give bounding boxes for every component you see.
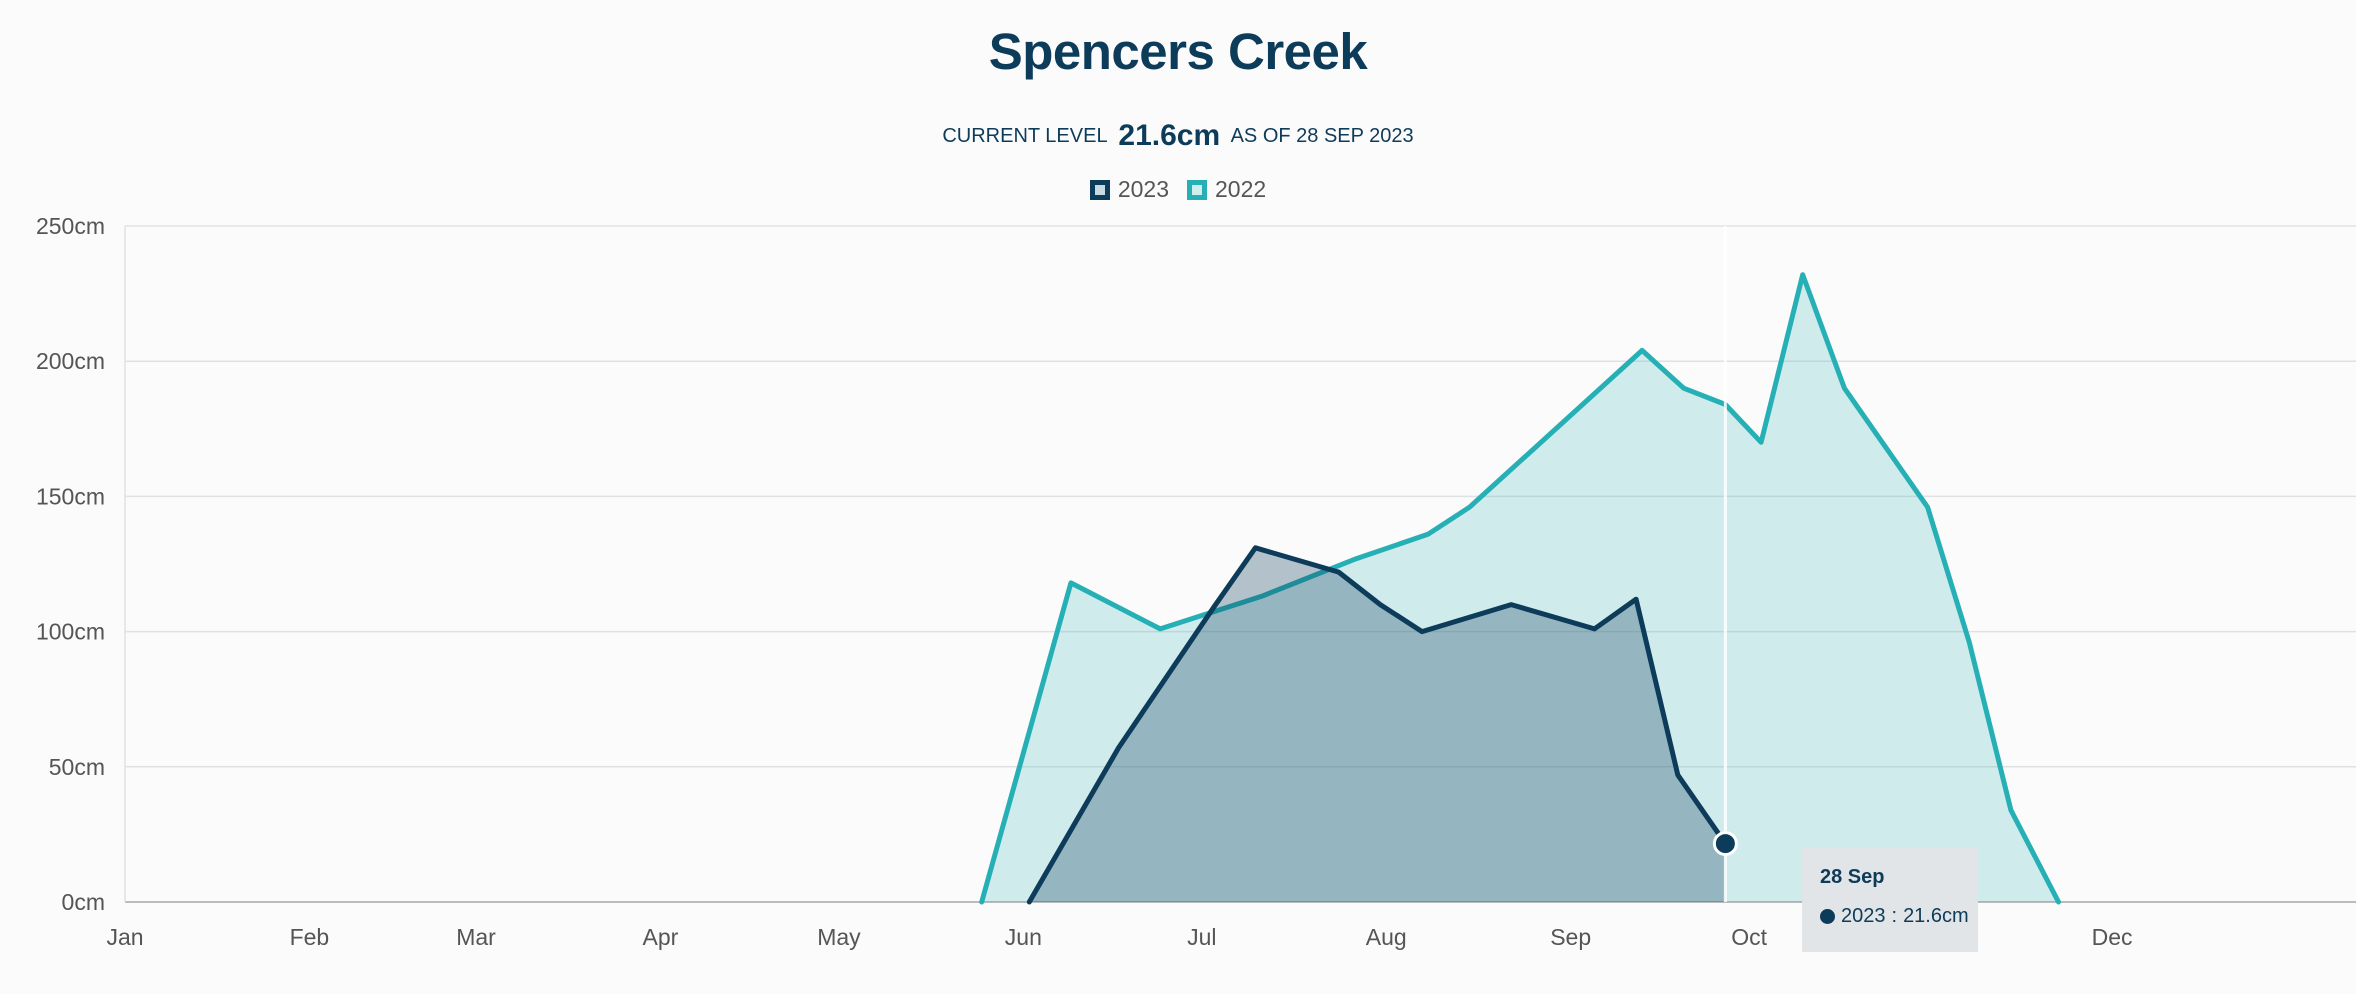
x-tick-label: Jan: [106, 924, 143, 950]
x-tick-label: Apr: [643, 924, 679, 950]
tooltip-value: 21.6cm: [1903, 905, 1969, 927]
legend-item-2023[interactable]: 2023: [1089, 176, 1169, 203]
highlight-point: [1712, 831, 1738, 857]
y-tick-label: 250cm: [36, 213, 105, 239]
y-tick-label: 150cm: [36, 483, 105, 509]
x-tick-label: Jun: [1005, 924, 1042, 950]
y-tick-label: 50cm: [49, 754, 105, 780]
y-tick-label: 0cm: [62, 889, 105, 915]
legend-swatch-2023: [1089, 179, 1110, 200]
x-tick-label: Dec: [2092, 924, 2133, 950]
x-tick-label: Mar: [456, 924, 496, 950]
legend-item-2022[interactable]: 2022: [1187, 176, 1266, 203]
x-tick-label: Feb: [290, 924, 330, 950]
tooltip-series: 2023: [1841, 905, 1886, 927]
x-tick-label: Aug: [1366, 924, 1407, 950]
area-2022: [981, 274, 2059, 902]
line-2022: [979, 272, 2061, 905]
chart-title: Spencers Creek: [988, 23, 1368, 80]
x-tick-label: Oct: [1731, 924, 1767, 950]
current-level-info: CURRENT LEVEL 21.6cm AS OF 28 SEP 2023: [0, 116, 2356, 152]
x-tick-label: Sep: [1550, 924, 1591, 950]
legend-label-2023: 2023: [1117, 176, 1169, 202]
area-2023: [1029, 547, 1726, 902]
legend-swatch-2022: [1187, 179, 1207, 200]
current-level-value: 21.6cm: [1118, 119, 1221, 152]
tooltip-row: 2023: 21.6cm: [1820, 905, 1978, 928]
current-level-date: AS OF 28 SEP 2023: [1230, 125, 1414, 147]
x-tick-label: Jul: [1187, 924, 1216, 950]
line-2023: [1026, 545, 1728, 905]
y-tick-label: 100cm: [36, 619, 105, 645]
tooltip-date: 28 Sep: [1820, 866, 1885, 888]
current-level-label: CURRENT LEVEL: [942, 125, 1107, 147]
tooltip-dot-icon: [1820, 909, 1835, 924]
y-tick-label: 200cm: [36, 348, 105, 374]
tooltip: 28 Sep 2023: 21.6cm: [1802, 848, 1978, 952]
x-tick-label: May: [817, 924, 861, 950]
legend-label-2022: 2022: [1215, 176, 1267, 202]
legend: 2023 2022: [0, 176, 2356, 203]
